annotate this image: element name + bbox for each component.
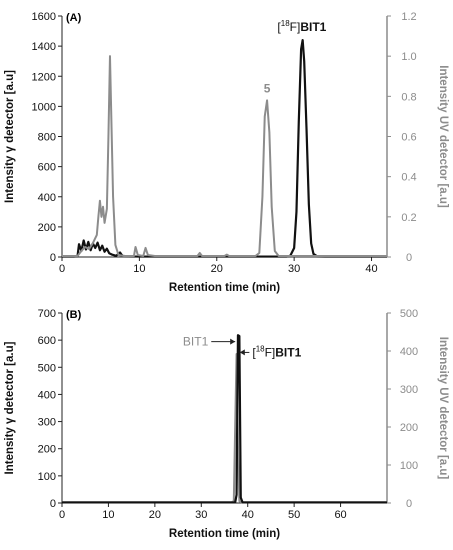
x-tick-label: 40 [365, 263, 377, 275]
x-axis-title: Retention time (min) [169, 282, 280, 294]
y-tick-label-left: 600 [38, 162, 56, 174]
y-axis-title-left: Intensity γ detector [a.u] [4, 341, 16, 474]
y-tick-label-left: 500 [38, 362, 56, 374]
x-tick-label: 50 [288, 509, 300, 521]
chart-panel-b: (B)0 10 20 30 40 50 60010020030040050060070001… [4, 308, 449, 540]
annotation-bit1: BIT1 [183, 335, 209, 349]
y-tick-label-right: 0 [406, 498, 412, 510]
y-tick-label-right: 0.2 [401, 212, 416, 224]
x-tick-label: 10 [133, 263, 145, 275]
y-tick-label-left: 200 [38, 222, 56, 234]
x-tick-label: 10 [102, 509, 114, 521]
y-tick-label-left: 400 [38, 192, 56, 204]
series-uv-trace [62, 55, 387, 257]
y-axis-title-right: Intensity UV detector [a.u] [437, 65, 449, 208]
y-tick-label-right: 0.6 [401, 132, 416, 144]
y-tick-label-left: 400 [38, 389, 56, 401]
y-axis-title-right: Intensity UV detector [a.u] [437, 337, 449, 480]
y-tick-label-left: 300 [38, 417, 56, 429]
x-tick-label: 30 [288, 263, 300, 275]
x-tick-label: 40 [242, 509, 254, 521]
y-tick-label-left: 600 [38, 335, 56, 347]
y-tick-label-right: 1.2 [401, 11, 416, 23]
y-tick-label-right: 0.8 [401, 91, 416, 103]
y-tick-label-left: 700 [38, 308, 56, 320]
annotation-arrowhead [239, 349, 245, 356]
y-tick-label-right: 0 [406, 252, 412, 264]
y-tick-label-left: 1400 [32, 41, 56, 53]
y-tick-label-left: 1000 [32, 101, 56, 113]
y-tick-label-left: 200 [38, 444, 56, 456]
y-tick-label-left: 0 [50, 252, 56, 264]
x-tick-label: 60 [334, 509, 346, 521]
panel-label: (A) [66, 12, 82, 24]
y-tick-label-right: 200 [400, 422, 418, 434]
x-tick-label: 0 [59, 263, 65, 275]
annotation-arrowhead [230, 338, 236, 345]
y-tick-label-left: 1600 [32, 11, 56, 23]
y-tick-label-right: 100 [400, 460, 418, 472]
series-uv-trace [62, 353, 387, 504]
y-tick-label-right: 1.0 [401, 51, 416, 63]
annotation-peak-5: 5 [264, 81, 271, 95]
y-tick-label-right: 400 [400, 346, 418, 358]
y-tick-label-left: 100 [38, 471, 56, 483]
y-tick-label-right: 300 [400, 384, 418, 396]
panel-label: (B) [66, 309, 82, 321]
series-gamma-trace [62, 334, 387, 504]
x-tick-label: 0 [59, 509, 65, 521]
y-axis-title-left: Intensity γ detector [a.u] [4, 70, 16, 203]
y-tick-label-right: 0.4 [401, 172, 416, 184]
x-tick-label: 20 [149, 509, 161, 521]
annotation-18f-bit1: [18F]BIT1 [277, 19, 326, 34]
annotation-18f-bit1: [18F]BIT1 [252, 344, 301, 359]
y-tick-label-right: 500 [400, 308, 418, 320]
y-tick-label-left: 800 [38, 132, 56, 144]
chart-panel-a: (A)0 10 20 30 400200400600800100012001400160… [4, 11, 449, 294]
x-axis-title: Retention time (min) [169, 528, 280, 540]
y-tick-label-left: 1200 [32, 71, 56, 83]
x-tick-label: 20 [211, 263, 223, 275]
x-tick-label: 30 [195, 509, 207, 521]
y-tick-label-left: 0 [50, 498, 56, 510]
